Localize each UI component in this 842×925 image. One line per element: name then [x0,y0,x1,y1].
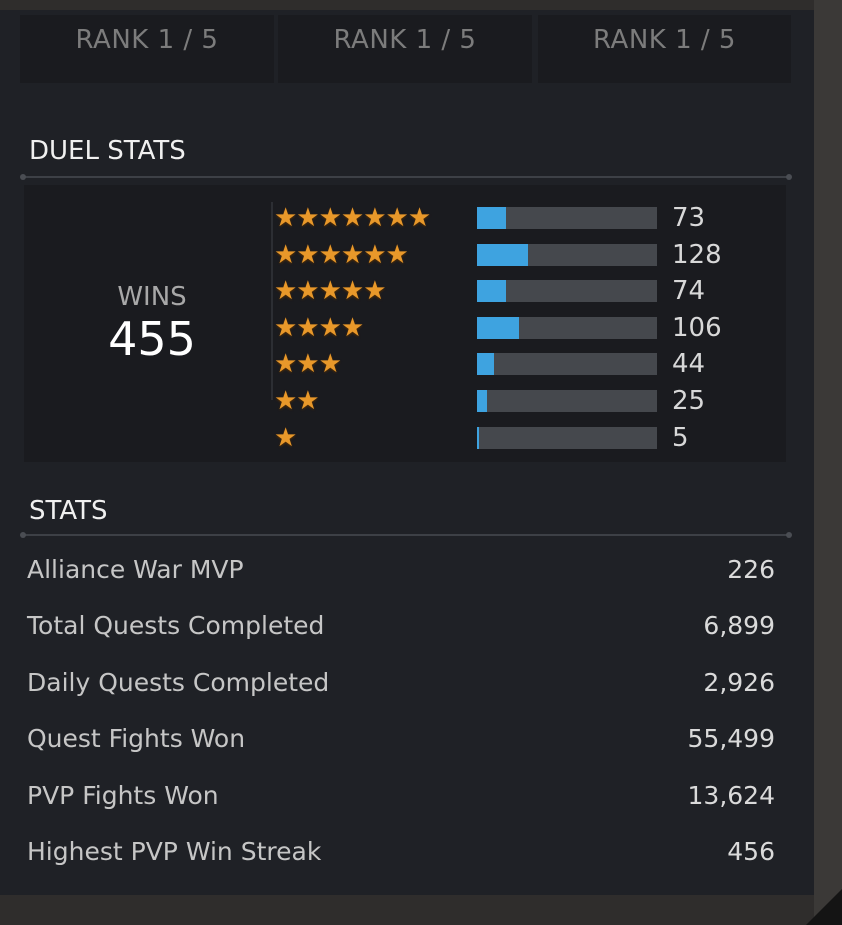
stat-value: 13,624 [687,780,775,810]
win-bar-fill [477,426,479,449]
star-rating-icon: ★★★★★★★ [274,203,431,233]
stat-value: 6,899 [703,611,775,641]
win-bar [477,390,657,412]
win-count: 25 [672,386,706,416]
duel-stats-box [24,185,786,462]
win-bar [477,316,657,339]
win-bar-fill [477,243,528,266]
wins-label: WINS [117,282,187,312]
star-rating-icon: ★★ [274,386,320,416]
stat-value: 226 [727,555,775,584]
stat-value: 55,499 [687,724,775,754]
duel-row: ★★★ 44 [274,349,794,379]
stat-label: Total Quests Completed [27,611,325,641]
stat-label: PVP Fights Won [27,780,219,810]
stat-label: Quest Fights Won [27,724,246,754]
wins-value: 455 [108,312,196,366]
win-bar [477,353,657,376]
stat-value: 2,926 [703,667,775,697]
stats-title: STATS [29,496,108,526]
win-count: 106 [672,312,722,343]
win-count: 73 [672,203,706,233]
duel-row: ★★★★★★★ 73 [274,203,794,233]
win-count: 5 [672,422,689,453]
win-count: 74 [672,276,706,307]
win-count: 128 [672,239,722,270]
star-rating-icon: ★★★ [274,349,342,380]
stat-label: Daily Quests Completed [27,667,330,697]
star-rating-icon: ★★★★★ [274,276,387,307]
duel-row: ★★★★ 106 [274,313,794,343]
win-bar-fill [477,280,507,303]
win-bar-fill [477,353,495,376]
stat-row: Alliance War MVP 226 [27,555,775,589]
duel-row: ★★★★★★ 128 [274,240,794,270]
divider [20,174,792,180]
star-rating-icon: ★★★★ [274,312,364,343]
win-bar [477,207,657,229]
win-count: 44 [672,349,706,380]
stat-row: Total Quests Completed 6,899 [27,611,775,645]
frame-corner [806,889,842,925]
rank-box-1: RANK 1 / 5 [20,15,274,83]
stat-value: 456 [727,837,775,866]
stat-row: PVP Fights Won 13,624 [27,781,775,815]
star-rating-icon: ★ [274,422,297,453]
win-bar-fill [477,207,506,229]
window-frame [814,0,842,925]
stat-row: Highest PVP Win Streak 456 [27,837,775,871]
win-bar [477,426,657,449]
stat-row: Quest Fights Won 55,499 [27,724,775,758]
stat-label: Highest PVP Win Streak [27,837,322,866]
win-bar-fill [477,316,519,339]
win-bar-fill [477,390,487,412]
rank-box-3: RANK 1 / 5 [538,15,791,83]
win-bar [477,243,657,266]
duel-row: ★★★★★ 74 [274,276,794,306]
duel-stats-title: DUEL STATS [29,136,186,166]
duel-row: ★ 5 [274,423,794,453]
stat-label: Alliance War MVP [27,555,244,584]
win-bar [477,280,657,303]
star-rating-icon: ★★★★★★ [274,239,409,270]
duel-row: ★★ 25 [274,386,794,416]
rank-box-2: RANK 1 / 5 [278,15,532,83]
stat-row: Daily Quests Completed 2,926 [27,668,775,702]
divider [271,202,273,400]
divider [20,532,792,538]
